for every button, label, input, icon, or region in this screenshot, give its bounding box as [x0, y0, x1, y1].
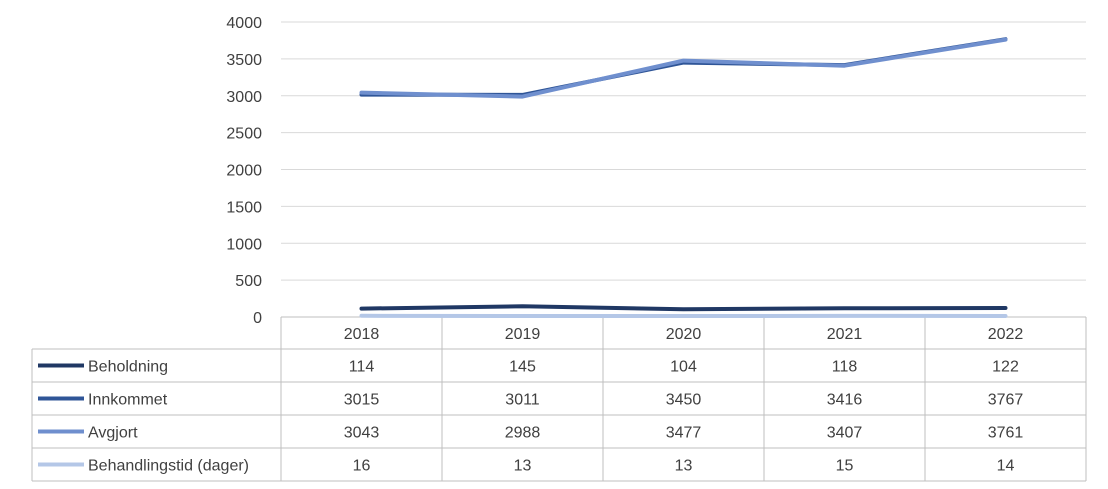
data-value-label: 3407: [827, 425, 863, 442]
data-value-label: 16: [353, 458, 371, 475]
data-value-label: 3011: [505, 392, 540, 409]
data-value-label: 14: [997, 458, 1015, 475]
data-table: 2018 2019 2020 2021 2022 Beholdning 114 145 104 1…: [31, 316, 1087, 482]
x-category-label: 2020: [666, 326, 702, 343]
data-value-label: 2988: [505, 425, 541, 442]
y-tick-label: 500: [235, 273, 262, 290]
x-category-label: 2018: [344, 326, 380, 343]
y-tick-label: 3000: [226, 89, 262, 106]
series-lines: [359, 37, 1008, 318]
data-value-label: 3761: [988, 425, 1024, 442]
y-tick-label: 1000: [226, 236, 262, 253]
x-category-label: 2021: [827, 326, 863, 343]
x-category-label: 2019: [505, 326, 541, 343]
series-name-label: Behandlingstid (dager): [88, 458, 249, 475]
y-tick-label: 0: [253, 310, 262, 327]
series-line: [359, 304, 1008, 312]
data-value-label: 104: [670, 359, 697, 376]
data-value-label: 3477: [666, 425, 702, 442]
series-name-label: Beholdning: [88, 359, 168, 376]
data-value-label: 114: [349, 359, 375, 376]
data-value-label: 122: [992, 359, 1019, 376]
data-value-label: 145: [509, 359, 536, 376]
data-value-label: 15: [836, 458, 854, 475]
series-line: [359, 37, 1008, 97]
data-value-label: 3043: [344, 425, 380, 442]
x-category-label: 2022: [988, 326, 1024, 343]
data-value-label: 118: [832, 359, 858, 376]
data-value-label: 13: [675, 458, 693, 475]
series-name-label: Innkommet: [88, 392, 168, 409]
y-tick-label: 1500: [226, 199, 262, 216]
series-name-label: Avgjort: [88, 425, 138, 442]
y-tick-label: 2500: [226, 126, 262, 143]
y-axis: 0 500 1000 1500 2000 2500 3000 3500 4000: [226, 15, 262, 327]
data-value-label: 13: [514, 458, 532, 475]
series-line: [359, 37, 1008, 99]
data-value-label: 3450: [666, 392, 702, 409]
y-tick-label: 3500: [226, 52, 262, 69]
y-tick-label: 4000: [226, 15, 262, 32]
data-value-label: 3767: [988, 392, 1024, 409]
data-value-label: 3015: [344, 392, 380, 409]
data-value-label: 3416: [827, 392, 863, 409]
y-tick-label: 2000: [226, 163, 262, 180]
